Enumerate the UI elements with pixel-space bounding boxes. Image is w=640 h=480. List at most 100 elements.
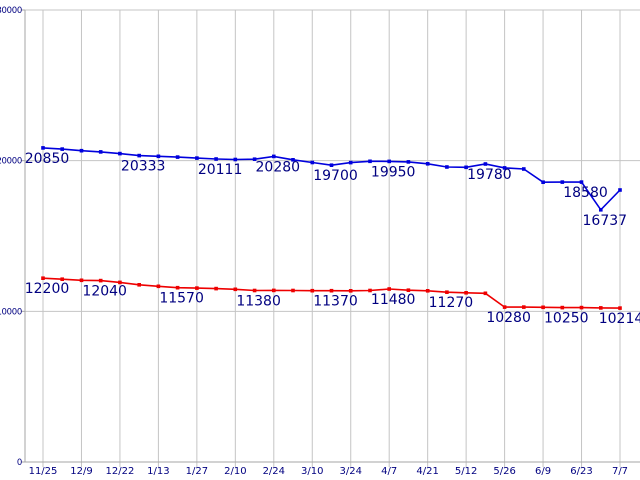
x-tick-label: 6/9 <box>535 466 551 477</box>
x-tick-label: 3/10 <box>301 466 323 477</box>
data-point-label: 11270 <box>429 295 474 311</box>
x-tick-label: 1/13 <box>147 466 169 477</box>
data-point-marker <box>599 208 603 212</box>
data-point-marker <box>618 306 622 310</box>
data-point-marker <box>195 156 199 160</box>
data-point-marker <box>329 288 334 293</box>
data-point-marker <box>195 286 199 290</box>
data-point-marker <box>502 305 507 309</box>
x-tick-label: 1/27 <box>186 466 208 477</box>
data-point-marker <box>98 150 103 154</box>
y-tick-label: 0 <box>17 458 22 468</box>
data-point-label: 10214 <box>599 311 640 327</box>
data-point-label: 18580 <box>563 185 608 201</box>
data-point-marker <box>425 162 430 166</box>
data-point-label: 20850 <box>25 151 70 167</box>
data-point-marker <box>214 286 218 291</box>
data-point-marker <box>599 306 603 310</box>
data-point-label: 20280 <box>256 159 301 175</box>
x-tick-label: 5/12 <box>455 466 477 477</box>
x-tick-label: 5/26 <box>493 466 515 477</box>
data-point-marker <box>483 162 488 166</box>
data-point-label: 20333 <box>121 159 166 175</box>
data-point-marker <box>464 291 468 295</box>
data-point-marker <box>233 157 238 162</box>
data-point-marker <box>175 155 180 159</box>
data-point-marker <box>541 305 545 310</box>
data-point-marker <box>156 284 161 289</box>
data-point-marker <box>618 188 622 192</box>
data-point-marker <box>175 285 180 290</box>
data-point-marker <box>137 153 141 158</box>
data-point-marker <box>233 287 238 292</box>
data-point-marker <box>98 278 103 283</box>
data-point-label: 19780 <box>467 167 512 183</box>
data-point-marker <box>310 288 315 293</box>
data-point-marker <box>60 147 64 151</box>
data-point-label: 20111 <box>198 162 243 178</box>
data-point-marker <box>214 157 218 161</box>
data-point-marker <box>368 288 372 293</box>
data-point-marker <box>368 159 372 164</box>
data-point-marker <box>387 287 391 291</box>
data-point-marker <box>445 290 449 294</box>
data-point-marker <box>425 289 430 293</box>
data-point-marker <box>79 148 84 153</box>
x-tick-label: 4/7 <box>381 466 397 477</box>
y-tick-label: 10000 <box>0 307 22 317</box>
data-point-marker <box>252 157 257 161</box>
data-point-marker <box>464 165 468 170</box>
data-point-marker <box>579 305 584 310</box>
data-point-marker <box>522 167 526 171</box>
data-point-marker <box>560 305 565 310</box>
data-point-marker <box>502 166 507 170</box>
data-point-label: 11480 <box>371 292 416 308</box>
data-point-label: 11570 <box>159 291 204 307</box>
data-point-label: 16737 <box>583 213 628 229</box>
x-tick-label: 12/22 <box>106 466 135 477</box>
data-point-marker <box>579 180 584 184</box>
data-point-marker <box>522 305 526 309</box>
data-point-marker <box>156 154 161 159</box>
data-point-marker <box>541 180 545 184</box>
x-tick-label: 6/23 <box>570 466 592 477</box>
x-tick-label: 2/24 <box>263 466 285 477</box>
x-tick-label: 7/7 <box>612 466 628 477</box>
data-point-label: 10250 <box>544 311 589 327</box>
data-point-marker <box>79 278 84 283</box>
data-point-marker <box>387 159 391 164</box>
x-tick-label: 2/10 <box>224 466 246 477</box>
data-point-marker <box>41 146 45 150</box>
data-point-marker <box>118 151 122 156</box>
data-point-marker <box>348 160 353 165</box>
data-point-marker <box>406 288 411 292</box>
data-point-marker <box>137 283 141 287</box>
y-tick-label: 20000 <box>0 157 22 167</box>
data-point-marker <box>272 154 276 159</box>
data-point-marker <box>291 288 295 293</box>
data-point-marker <box>60 277 64 281</box>
data-point-label: 12040 <box>82 284 127 300</box>
data-point-marker <box>291 158 295 162</box>
data-point-marker <box>118 280 122 285</box>
x-tick-label: 12/9 <box>70 466 92 477</box>
x-tick-label: 3/24 <box>339 466 361 477</box>
x-tick-label: 4/21 <box>416 466 438 477</box>
y-tick-label: 30000 <box>0 6 22 16</box>
data-point-label: 11370 <box>313 294 358 310</box>
data-point-label: 19950 <box>371 164 416 180</box>
data-point-label: 10280 <box>486 310 531 326</box>
data-point-marker <box>41 276 45 280</box>
data-point-marker <box>445 165 449 169</box>
x-tick-label: 11/25 <box>29 466 58 477</box>
data-point-marker <box>483 291 488 296</box>
data-point-label: 19700 <box>313 168 358 184</box>
data-point-marker <box>560 180 565 184</box>
data-point-marker <box>252 288 257 293</box>
data-point-label: 11380 <box>236 294 281 310</box>
data-point-marker <box>272 288 276 293</box>
data-point-marker <box>310 160 315 165</box>
data-point-marker <box>406 160 411 164</box>
